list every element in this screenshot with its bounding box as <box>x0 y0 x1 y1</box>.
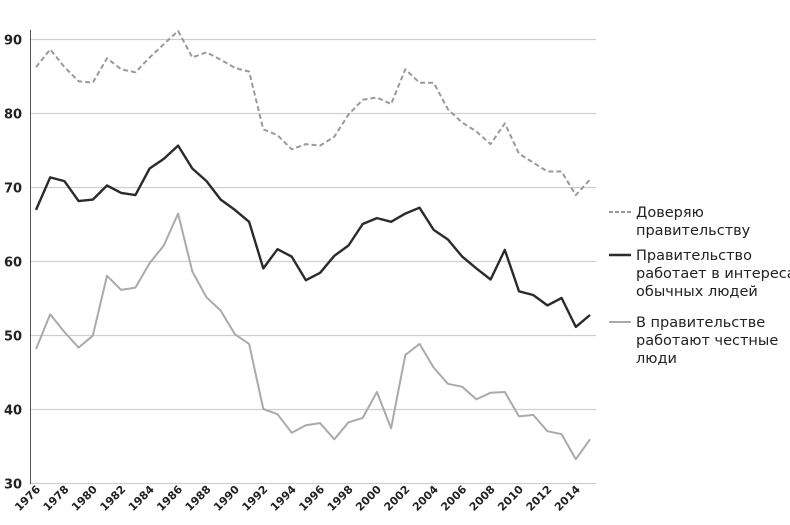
y-tick-labels: 30 40 50 60 70 80 90 <box>4 34 22 493</box>
series-lines <box>36 31 590 459</box>
gridlines <box>30 40 596 484</box>
x-tick-label: 2008 <box>467 483 498 514</box>
legend-label-3: люди <box>636 351 677 367</box>
y-tick-label: 50 <box>4 330 22 345</box>
legend-label-3: В правительстве <box>636 315 765 331</box>
x-tick-label: 2006 <box>438 483 469 514</box>
x-tick-label: 1978 <box>41 483 72 514</box>
x-tick-label: 1990 <box>211 483 242 514</box>
legend-label-3: работают честные <box>636 333 778 349</box>
x-tick-label: 1994 <box>268 483 299 514</box>
series-line-2 <box>36 146 590 327</box>
legend-label-2: работает в интересах <box>636 266 790 282</box>
legend-label-2: Правительство <box>636 248 752 264</box>
x-tick-label: 2002 <box>382 483 413 514</box>
y-tick-label: 70 <box>4 182 22 197</box>
x-tick-label: 2010 <box>495 483 526 514</box>
x-tick-label: 2000 <box>353 483 384 514</box>
legend-label-1: правительству <box>636 223 751 239</box>
legend: Доверяю правительству Правительство работае… <box>609 205 790 367</box>
x-tick-label: 2014 <box>552 483 583 514</box>
x-tick-label: 1992 <box>240 483 271 514</box>
y-tick-label: 80 <box>4 108 22 123</box>
x-tick-label: 1984 <box>126 483 157 514</box>
x-tick-label: 1982 <box>98 483 129 514</box>
x-tick-label: 2004 <box>410 483 441 514</box>
y-tick-label: 40 <box>4 404 22 419</box>
x-tick-label: 1988 <box>183 483 214 514</box>
x-tick-label: 1998 <box>325 483 356 514</box>
x-tick-label: 2012 <box>524 483 555 514</box>
line-chart: 30 40 50 60 70 80 90 1976197819801982198419861… <box>0 0 790 525</box>
x-tick-label: 1986 <box>154 483 185 514</box>
y-tick-label: 30 <box>4 478 22 493</box>
x-tick-labels: 1976197819801982198419861988199019921994… <box>12 483 583 514</box>
y-tick-label: 90 <box>4 34 22 49</box>
legend-label-1: Доверяю <box>636 205 704 221</box>
y-tick-label: 60 <box>4 256 22 271</box>
x-tick-label: 1980 <box>69 483 100 514</box>
series-line-3 <box>36 214 590 460</box>
legend-label-2: обычных людей <box>636 284 758 300</box>
x-tick-label: 1996 <box>296 483 327 514</box>
